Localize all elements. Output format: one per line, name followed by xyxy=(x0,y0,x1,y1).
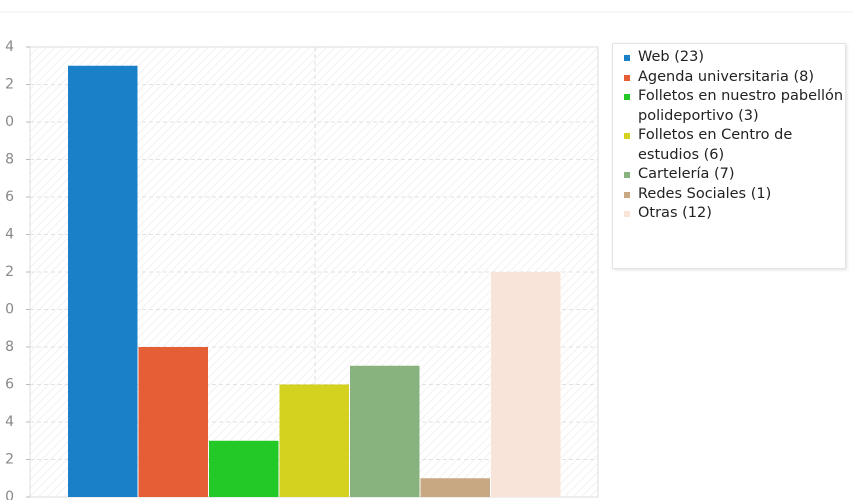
bar xyxy=(491,272,561,497)
legend-swatch xyxy=(624,74,630,81)
legend: Web (23) Agenda universitaria (8) Folletos… xyxy=(612,43,846,269)
y-tick-label: 4 xyxy=(5,227,14,243)
legend-label: Cartelería (7) xyxy=(638,166,735,182)
legend-item[interactable]: Web (23) xyxy=(621,48,852,68)
bar xyxy=(68,65,138,497)
legend-item[interactable]: Otras (12) xyxy=(621,204,852,224)
bar xyxy=(350,365,420,497)
y-tick-label: 4 xyxy=(5,39,14,55)
legend-item[interactable]: Redes Sociales (1) xyxy=(621,185,852,205)
legend-item[interactable]: Cartelería (7) xyxy=(621,165,852,185)
bar xyxy=(138,347,208,497)
legend-item[interactable]: Agenda universitaria (8) xyxy=(621,68,852,88)
y-tick-label: 0 xyxy=(5,489,14,500)
y-tick-label: 4 xyxy=(5,414,14,430)
bar xyxy=(209,440,279,497)
legend-label: Folletos en Centro de estudios (6) xyxy=(638,127,793,163)
y-tick-label: 8 xyxy=(5,152,14,168)
legend-swatch xyxy=(624,94,630,100)
legend-label: Agenda universitaria (8) xyxy=(638,68,814,85)
legend-label: Web (23) xyxy=(638,49,704,65)
bar xyxy=(279,384,349,497)
y-tick-label: 0 xyxy=(5,302,14,318)
legend-swatch xyxy=(624,172,630,178)
y-tick-label: 2 xyxy=(5,77,14,93)
y-tick-label: 6 xyxy=(5,377,14,393)
legend-swatch xyxy=(624,133,630,139)
legend-swatch xyxy=(624,211,630,217)
legend-label: Redes Sociales (1) xyxy=(638,185,772,202)
bar xyxy=(420,478,490,497)
legend-item[interactable]: Folletos en nuestro pabellón polideporti… xyxy=(621,87,852,126)
y-tick-label: 6 xyxy=(5,189,14,205)
legend-item[interactable]: Folletos en Centro de estudios (6) xyxy=(621,126,852,165)
y-tick-label: 0 xyxy=(5,114,14,130)
y-tick-label: 8 xyxy=(5,339,14,355)
legend-swatch xyxy=(624,191,630,198)
legend-swatch xyxy=(624,55,630,61)
legend-label: Folletos en nuestro pabellón polideporti… xyxy=(638,88,844,124)
y-tick-label: 2 xyxy=(5,264,14,280)
y-tick-label: 2 xyxy=(5,452,14,468)
legend-label: Otras (12) xyxy=(638,205,712,221)
